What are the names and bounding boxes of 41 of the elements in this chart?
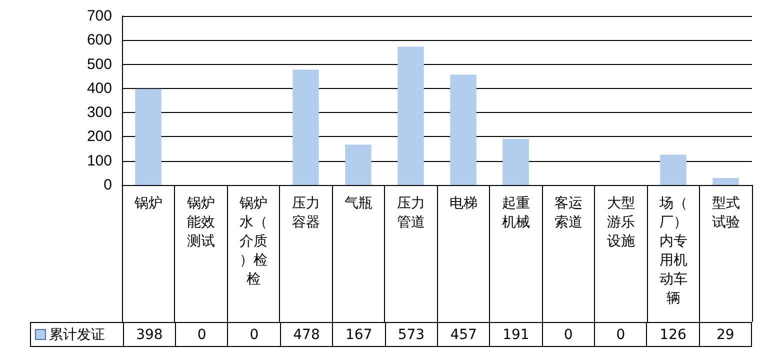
data-label: 457: [436, 323, 490, 346]
data-label: 191: [489, 323, 542, 346]
x-tick-label: 电梯: [449, 194, 478, 210]
bar: [292, 70, 319, 185]
data-label: 573: [384, 323, 437, 346]
bar: [502, 138, 529, 185]
data-label: 29: [698, 323, 752, 346]
y-tick-label: 100: [86, 152, 112, 170]
x-tick-label: 锅炉水（介质）检检: [238, 194, 268, 286]
x-tick-label: 客运索道: [554, 194, 582, 230]
bar: [712, 178, 739, 185]
bar: [345, 144, 372, 185]
data-label: 478: [280, 323, 332, 346]
data-label: 0: [227, 323, 280, 346]
bar: [450, 74, 476, 185]
y-tick-label: 700: [86, 8, 112, 24]
x-tick-label: 压力管道: [396, 194, 425, 230]
legend-label: 累计发证: [48, 326, 106, 344]
data-label: 167: [332, 323, 385, 346]
data-label: 0: [542, 323, 594, 346]
y-tick-label: 300: [86, 104, 112, 122]
x-tick-label: 气瓶: [344, 194, 372, 210]
bar: [660, 154, 686, 185]
y-tick-label: 200: [86, 128, 112, 146]
x-tick-label: 场（厂）内专用机动车辆: [658, 194, 688, 306]
data-label: 398: [122, 323, 176, 346]
data-label: 0: [175, 323, 228, 346]
y-tick-label: 400: [86, 80, 112, 97]
y-tick-label: 500: [86, 56, 112, 73]
bar: [135, 88, 162, 185]
x-tick-label: 锅炉能效测试: [186, 194, 215, 248]
y-tick-label: 0: [104, 176, 112, 194]
bar: [398, 46, 424, 185]
data-label: 126: [646, 323, 699, 346]
data-label: 0: [594, 323, 646, 346]
x-tick-label: 锅炉: [133, 194, 162, 210]
x-tick-label: 大型游乐设施: [606, 194, 635, 248]
x-tick-label: 压力容器: [292, 194, 320, 230]
x-tick-label: 起重机械: [502, 194, 530, 230]
x-tick-label: 型式试验: [712, 194, 740, 230]
y-tick-label: 600: [86, 32, 112, 49]
